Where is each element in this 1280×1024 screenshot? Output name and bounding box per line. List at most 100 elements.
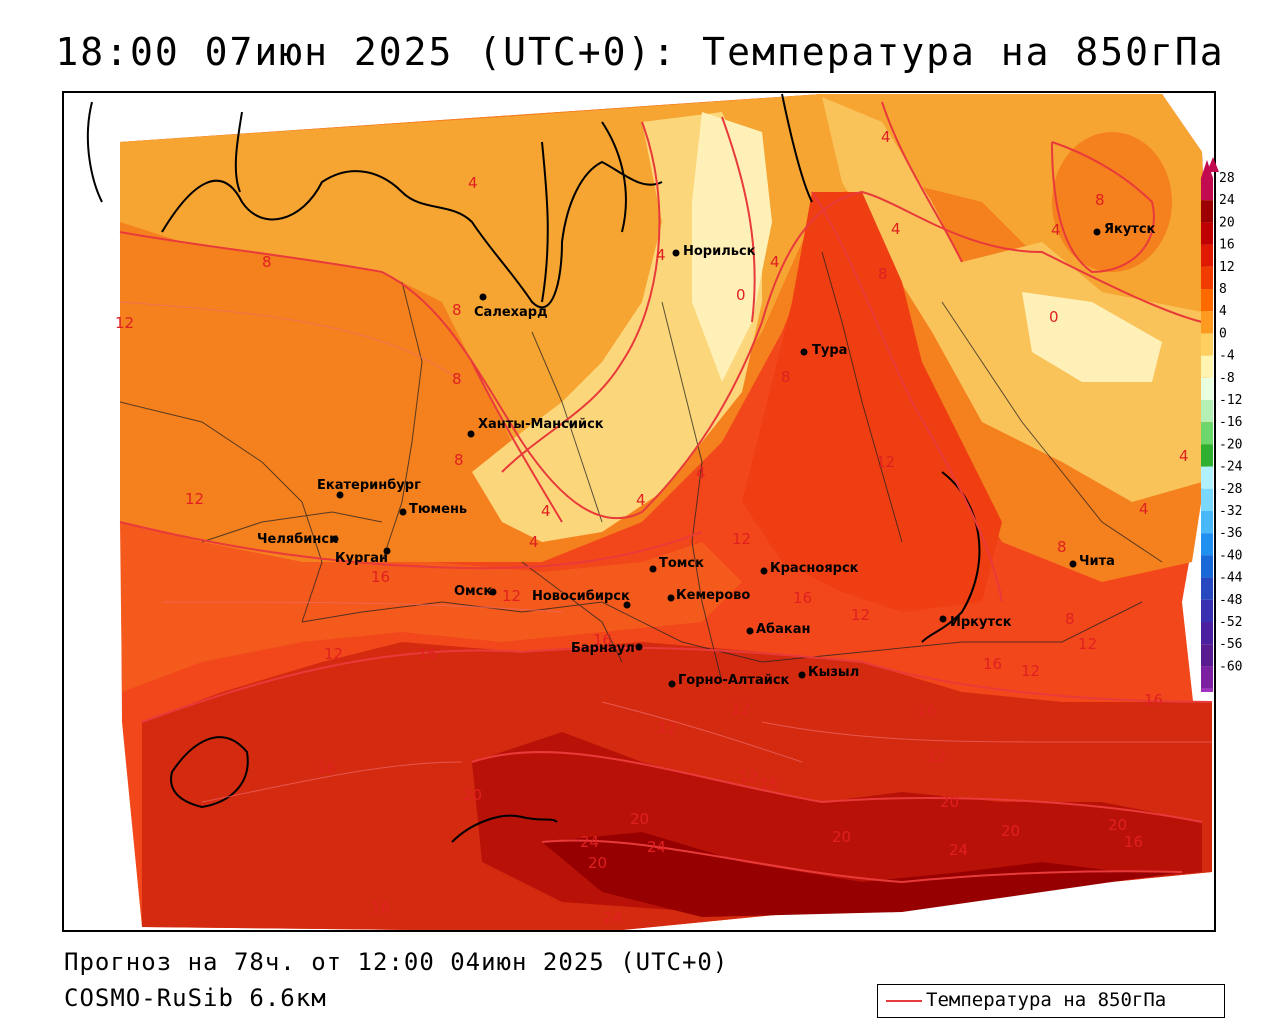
isoline-label: 20	[832, 828, 851, 846]
colorbar-tick-label: -40	[1219, 548, 1242, 563]
isoline-label: 20	[588, 854, 607, 872]
isoline-label: 12	[1078, 635, 1097, 653]
colorbar-swatch	[1201, 333, 1213, 356]
city-label-tyumen: Тюмень	[409, 502, 467, 517]
isoline-label: 20	[630, 810, 649, 828]
isoline-label: 4	[1179, 447, 1189, 465]
colorbar-swatch	[1201, 644, 1213, 667]
zone-0-north	[822, 97, 1202, 502]
city-label-abakan: Абакан	[756, 622, 811, 637]
colorbar-swatch	[1201, 400, 1213, 423]
colorbar-tick-label: -8	[1219, 371, 1235, 386]
colorbar-swatch	[1201, 688, 1213, 692]
isoline-label: 4	[891, 220, 901, 238]
colorbar-swatch	[1201, 533, 1213, 556]
colorbar-swatch	[1201, 200, 1213, 223]
isoline-label: 16	[793, 589, 812, 607]
city-dot	[399, 508, 407, 516]
city-dot	[667, 594, 675, 602]
city-dot	[668, 680, 676, 688]
isoline-label: 8	[1065, 610, 1075, 628]
isoline-label: 8	[452, 301, 462, 319]
city-dot	[798, 671, 806, 679]
isoline-label: 4	[1139, 500, 1149, 518]
colorbar-tick-label: -52	[1219, 615, 1242, 630]
map-legend: Температура на 850гПа	[877, 984, 1225, 1018]
isoline-label: 16	[371, 899, 390, 917]
colorbar-swatch	[1201, 577, 1213, 600]
isoline-label: 24	[949, 841, 968, 859]
colorbar-swatch	[1201, 289, 1213, 312]
colorbar-tick-label: 8	[1219, 282, 1227, 297]
city-dot	[623, 601, 631, 609]
isoline-labels: 4 4 4 4 4 4 4 4 4 4 4 4 8 8 8 8 8 8 8 8 …	[115, 128, 1189, 927]
colorbar-tick-label: 24	[1219, 193, 1235, 208]
zone-8-yakutsk	[1052, 132, 1172, 272]
isoline-label: 12	[732, 530, 751, 548]
isoline-label: 4	[656, 246, 666, 264]
colorbar-tick-label: -60	[1219, 659, 1242, 674]
city-label-tura: Тура	[812, 343, 847, 358]
colorbar-swatch	[1201, 311, 1213, 334]
isoline-label: 24	[580, 833, 599, 851]
city-label-tomsk: Томск	[659, 556, 704, 571]
colorbar-swatch	[1201, 222, 1213, 245]
city-dot	[1093, 228, 1101, 236]
isoline-label: 12	[502, 587, 521, 605]
city-dot	[489, 588, 497, 596]
colorbar-swatch	[1201, 422, 1213, 445]
city-dot	[1069, 560, 1077, 568]
isoline-label: 8	[781, 368, 791, 386]
colorbar-tick-label: 28	[1219, 171, 1235, 186]
colorbar-tick-label: -48	[1219, 593, 1242, 608]
isoline-label: 12	[731, 700, 750, 718]
isoline-label: 12	[658, 719, 677, 737]
isoline-label: 12	[876, 453, 895, 471]
isoline-label: 12	[927, 748, 946, 766]
isoline-label: 20	[1001, 822, 1020, 840]
isolines	[119, 101, 1213, 884]
colorbar-swatch	[1201, 355, 1213, 378]
city-dot	[760, 567, 768, 575]
colorbar-tick-label: -24	[1219, 460, 1243, 475]
colorbar-tick-label: -36	[1219, 526, 1242, 541]
isoline-label: 4	[636, 491, 646, 509]
city-label-salekhard: Салехард	[474, 305, 548, 320]
colorbar-tick-label: 0	[1219, 326, 1227, 341]
isoline-label: 20	[1108, 816, 1127, 834]
colorbar-tick-label: -32	[1219, 504, 1242, 519]
isoline-label: 12	[324, 645, 343, 663]
colorbar-swatch	[1201, 488, 1213, 511]
colorbar-swatch	[1201, 266, 1213, 289]
city-label-chelyabinsk: Челябинск	[257, 532, 338, 547]
city-label-irkutsk: Иркутск	[950, 615, 1012, 630]
temperature-map: 4 4 4 4 4 4 4 4 4 4 4 4 8 8 8 8 8 8 8 8 …	[62, 91, 1216, 932]
colorbar-tick-label: -12	[1219, 393, 1242, 408]
isoline-label: 16	[317, 759, 336, 777]
isoline-label: 12	[185, 490, 204, 508]
isoline-label: 16	[371, 568, 390, 586]
isoline-label: 16	[759, 775, 778, 793]
city-label-kurgan: Курган	[335, 551, 388, 566]
city-dot	[336, 491, 344, 499]
city-label-chita: Чита	[1079, 554, 1115, 569]
colorbar-tick-label: -44	[1219, 571, 1243, 586]
isoline-label: 12	[851, 606, 870, 624]
colorbar-swatch	[1201, 444, 1213, 467]
colorbar-swatch	[1201, 377, 1213, 400]
colorbar-swatch	[1201, 555, 1213, 578]
isoline-label: 4	[881, 128, 891, 146]
city-dot	[649, 565, 657, 573]
isoline-label: 16	[1144, 691, 1163, 709]
city-dot	[672, 249, 680, 257]
isoline-label: 20	[940, 793, 959, 811]
colorbar-swatch	[1201, 599, 1213, 622]
isoline-label: 0	[736, 286, 746, 304]
isoline-label: 20	[463, 786, 482, 804]
zone-0-pale-east	[1022, 292, 1162, 382]
city-label-norilsk: Норильск	[683, 244, 756, 259]
admin-borders	[119, 251, 1163, 683]
isoline-label: 8	[454, 451, 464, 469]
city-label-barnaul: Барнаул	[571, 641, 635, 656]
colorbar-swatch	[1201, 666, 1213, 689]
